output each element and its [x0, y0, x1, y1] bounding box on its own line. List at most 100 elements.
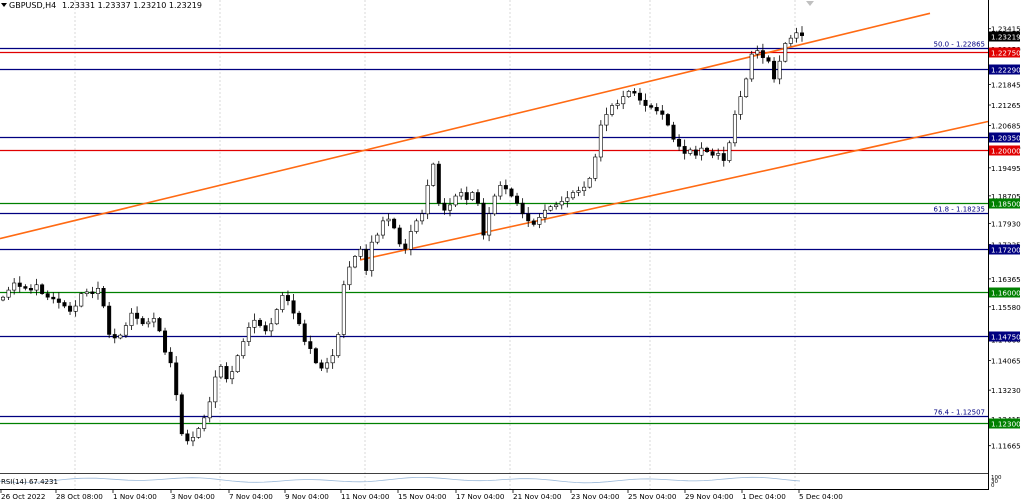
candle-95 — [531, 218, 536, 227]
candle-body-90 — [503, 185, 508, 190]
candle-body-110 — [615, 103, 620, 106]
candle-body-133 — [744, 78, 749, 97]
price-tags: 1.22750 1.22290 1.20350 1.20000 1.18500 1.172… — [989, 31, 1021, 429]
candle-body-74 — [414, 220, 419, 232]
candle-140 — [783, 42, 788, 63]
candle-94 — [526, 207, 531, 227]
candle-139 — [777, 55, 782, 85]
channel-line-1[interactable] — [359, 120, 989, 261]
candle-body-2 — [12, 282, 17, 291]
candle-108 — [604, 107, 609, 132]
candle-27 — [151, 312, 156, 328]
chart-ohlc: 1.23331 1.23337 1.23210 1.23219 — [62, 1, 202, 10]
candle-3 — [17, 276, 22, 293]
candle-41 — [230, 365, 235, 385]
candle-138 — [772, 57, 777, 83]
time-tick-2: 1 Nov 04:00 — [113, 492, 157, 501]
candle-body-5 — [28, 288, 33, 291]
price-tick-2: 1.21845 — [991, 80, 1021, 89]
candle-122 — [682, 139, 687, 160]
candle-97 — [542, 204, 547, 223]
candle-128 — [716, 148, 721, 160]
price-tick-0: 1.23415 — [991, 25, 1021, 34]
level-tag-4: 1.20000 — [991, 147, 1021, 156]
candle-82 — [459, 188, 464, 200]
candle-body-18 — [101, 288, 106, 307]
candle-body-106 — [593, 156, 598, 179]
candle-13 — [73, 300, 78, 317]
price-tick-7: 1.18705 — [991, 192, 1021, 201]
candle-body-111 — [621, 96, 626, 105]
candle-body-53 — [297, 312, 302, 325]
candle-29 — [163, 327, 168, 356]
candle-35 — [196, 427, 201, 439]
candle-104 — [582, 181, 587, 196]
candle-111 — [621, 90, 626, 110]
candle-141 — [788, 34, 793, 47]
candle-body-1 — [6, 289, 11, 298]
candle-body-93 — [520, 202, 525, 215]
candle-96 — [537, 213, 542, 229]
price-tick-4: 1.20685 — [991, 122, 1021, 131]
candle-0 — [0, 295, 6, 302]
candle-body-27 — [151, 318, 156, 323]
candle-103 — [576, 186, 581, 197]
horizontal-levels[interactable]: 50.0 - 1.22865 61.8 - 1.18235 76.4 - 1.125… — [0, 41, 988, 425]
trend-channel[interactable] — [0, 12, 989, 261]
candle-body-41 — [230, 371, 235, 380]
candle-body-47 — [263, 325, 268, 332]
candle-body-84 — [470, 192, 475, 200]
candle-body-129 — [721, 153, 726, 161]
candle-body-101 — [565, 197, 570, 202]
time-tick-13: 1 Dec 04:00 — [742, 492, 786, 501]
level-tag-9: 1.14750 — [991, 333, 1021, 342]
candle-58 — [325, 357, 330, 373]
candle-90 — [503, 179, 508, 195]
candle-body-127 — [710, 151, 715, 156]
candle-body-63 — [353, 256, 358, 268]
candle-body-6 — [34, 284, 39, 291]
candle-130 — [727, 140, 732, 163]
candle-body-15 — [84, 291, 89, 294]
candle-body-20 — [112, 334, 117, 339]
candle-body-58 — [325, 362, 330, 369]
candle-67 — [375, 232, 380, 245]
channel-line-0[interactable] — [0, 12, 931, 240]
candle-body-17 — [95, 288, 100, 294]
candle-body-75 — [420, 213, 425, 222]
candle-body-0 — [0, 296, 6, 301]
level-tag-8: 1.16000 — [991, 289, 1021, 298]
level-tag-bg-7 — [989, 244, 1020, 255]
candle-body-64 — [358, 248, 363, 257]
candle-53 — [297, 310, 302, 326]
candle-body-86 — [481, 202, 486, 236]
candle-body-138 — [772, 60, 777, 80]
candle-37 — [207, 396, 212, 423]
candle-1 — [6, 286, 11, 301]
candle-62 — [347, 261, 352, 291]
candle-body-62 — [347, 266, 352, 286]
candle-body-121 — [677, 138, 682, 147]
candle-7 — [40, 283, 45, 295]
candlesticks — [0, 26, 804, 447]
level-tag-5: 1.18500 — [991, 200, 1021, 209]
candle-body-42 — [235, 355, 240, 373]
level-tag-3: 1.20350 — [991, 134, 1021, 143]
time-tick-6: 11 Nov 04:00 — [341, 492, 390, 501]
time-tick-14: 5 Dec 04:00 — [799, 492, 843, 501]
candle-33 — [185, 429, 190, 445]
shift-marker-icon[interactable] — [806, 1, 814, 6]
candle-143 — [799, 26, 804, 42]
level-tag-7: 1.17200 — [991, 246, 1021, 255]
chart-menu-triangle-icon[interactable] — [1, 3, 7, 7]
current-price-tag-bg — [989, 31, 1020, 42]
candle-84 — [470, 191, 475, 201]
candle-body-45 — [252, 319, 257, 328]
candle-49 — [274, 308, 279, 326]
candle-47 — [263, 321, 268, 335]
candle-body-44 — [246, 327, 251, 342]
candle-135 — [755, 45, 760, 59]
candle-body-100 — [559, 201, 564, 206]
level-label-10: 76.4 - 1.12507 — [933, 409, 985, 417]
